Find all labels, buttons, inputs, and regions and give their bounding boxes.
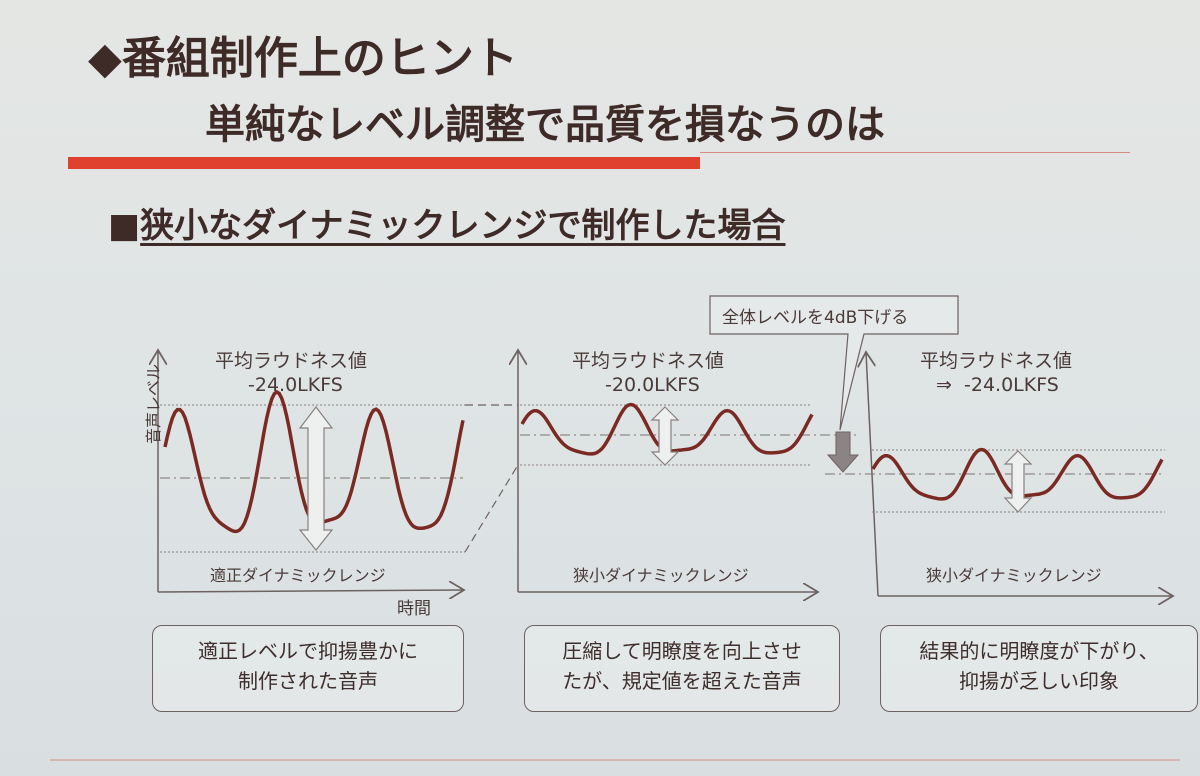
description-line: 制作された音声 xyxy=(238,669,378,693)
accent-bar xyxy=(68,157,700,169)
level-down-arrow-icon xyxy=(826,431,860,473)
x-axis-1 xyxy=(157,590,464,592)
description-line: 抑揚が乏しい印象 xyxy=(959,669,1119,693)
description-line: たが、規定値を超えた音声 xyxy=(562,669,802,693)
loudness-label-1: 平均ラウドネス値 xyxy=(215,350,368,372)
slide-subtitle: 単純なレベル調整で品質を損なうのは xyxy=(205,102,885,148)
title-text: 番組制作上のヒント xyxy=(121,33,518,84)
description-line: 結果的に明瞭度が下がり、 xyxy=(919,639,1159,663)
range-label-3: 狭小ダイナミックレンジ xyxy=(926,566,1102,585)
loudness-label-2: 平均ラウドネス値 xyxy=(572,350,725,372)
section-heading: ■狭小なダイナミックレンジで制作した場合 xyxy=(108,198,785,247)
callout-box xyxy=(709,295,959,431)
description-box-3: 結果的に明瞭度が下がり、 抑揚が乏しい印象 xyxy=(880,625,1198,712)
accent-line xyxy=(700,152,1130,153)
description-box-1: 適正レベルで抑揚豊かに 制作された音声 xyxy=(152,625,464,712)
description-box-2: 圧縮して明瞭度を向上させ たが、規定値を超えた音声 xyxy=(524,625,840,712)
diamond-bullet-icon: ◆ xyxy=(88,33,122,84)
range-label-2: 狭小ダイナミックレンジ xyxy=(573,566,749,585)
square-bullet-icon: ■ xyxy=(108,206,141,246)
loudness-value-2: -20.0LKFS xyxy=(605,374,700,396)
range-arrow-2 xyxy=(650,406,680,466)
y-axis-label: 音声レベル xyxy=(144,363,164,445)
callout-text: 全体レベルを4dB下げる xyxy=(722,308,909,328)
loudness-value-3: ⇒ -24.0LKFS xyxy=(936,374,1059,396)
slide-title: ◆番組制作上のヒント xyxy=(88,22,518,86)
loudness-label-3: 平均ラウドネス値 xyxy=(920,350,1073,372)
x-axis-label: 時間 xyxy=(397,599,431,619)
range-arrow-3 xyxy=(1003,450,1033,513)
range-label-1: 適正ダイナミックレンジ xyxy=(210,566,386,585)
loudness-value-1: -24.0LKFS xyxy=(248,374,343,396)
description-line: 圧縮して明瞭度を向上させ xyxy=(562,639,802,663)
range-arrow-1 xyxy=(298,406,334,551)
heading-text: 狭小なダイナミックレンジで制作した場合 xyxy=(140,206,786,246)
description-line: 適正レベルで抑揚豊かに xyxy=(198,639,418,663)
